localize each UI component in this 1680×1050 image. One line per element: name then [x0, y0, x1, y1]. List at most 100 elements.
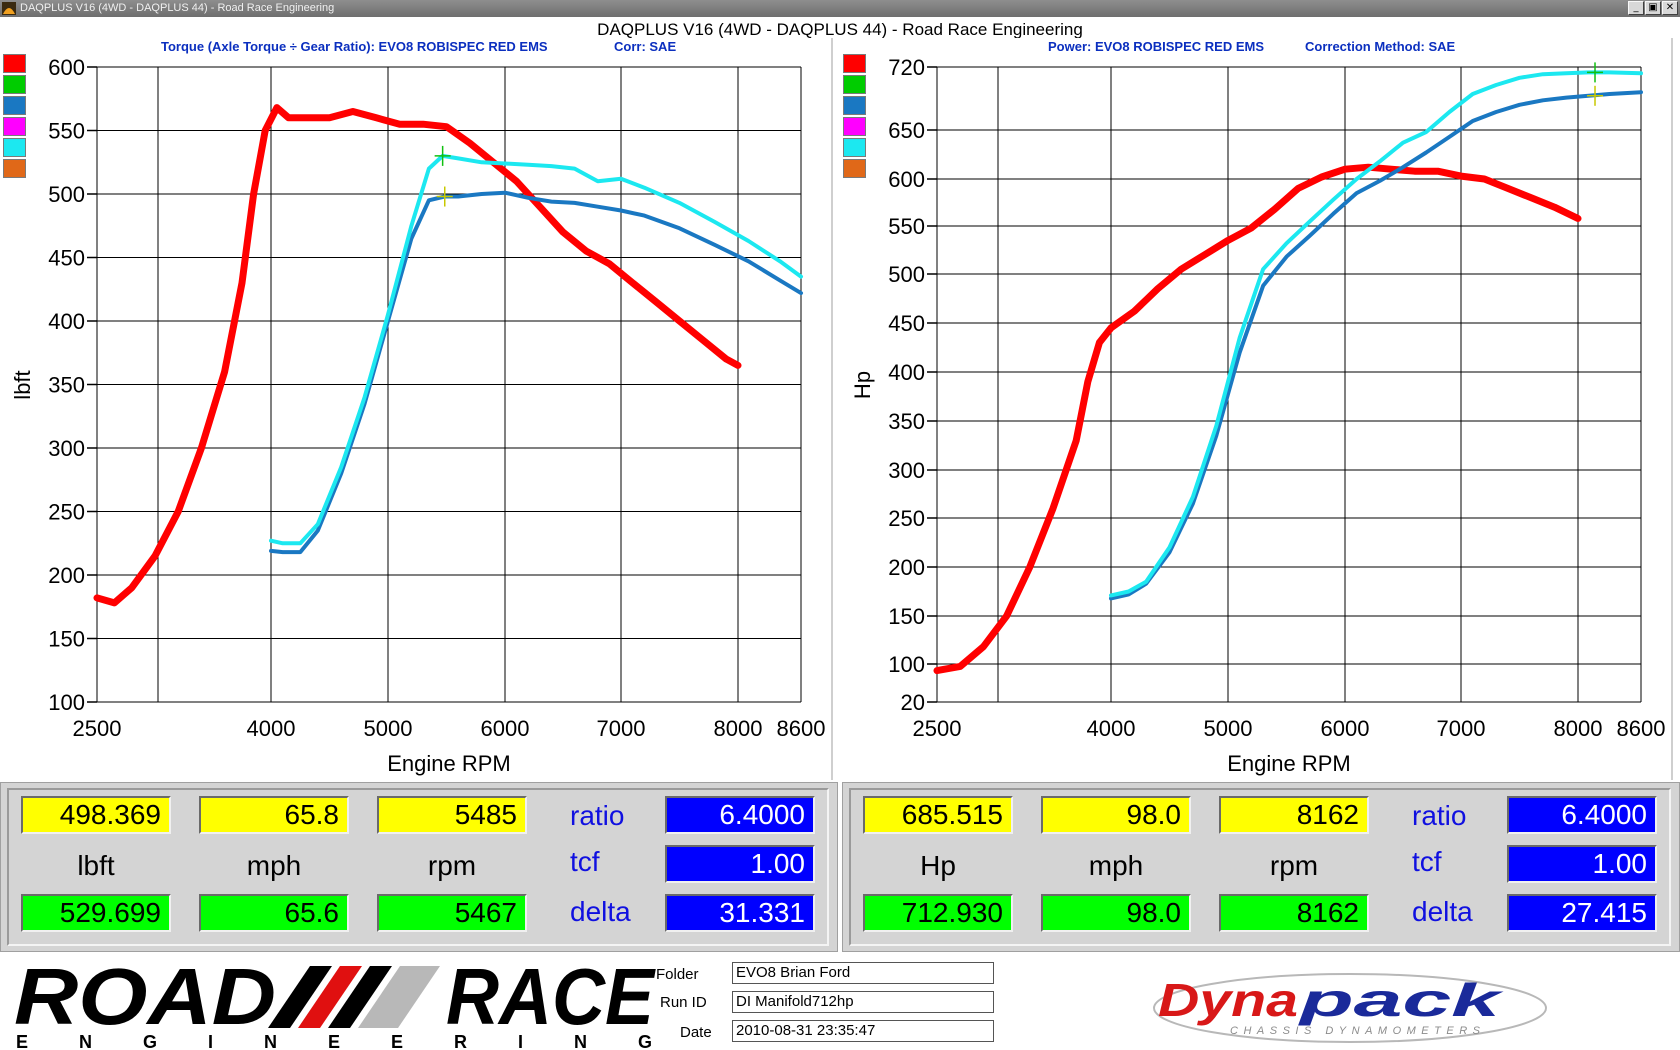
power-cursor-value: 685.515: [863, 796, 1013, 834]
svg-text:Dyna: Dyna: [1158, 974, 1298, 1026]
mph-unit-label: mph: [246, 850, 302, 881]
road-race-engineering-logo: ROAD RACE ENGINEERING: [14, 958, 656, 1050]
runid-label: Run ID: [660, 994, 707, 1011]
y-tick-label: 300: [888, 458, 925, 483]
y-tick-label: 100: [888, 652, 925, 677]
series-line-red: [933, 163, 1582, 675]
power-peak-rpm: 8162: [1219, 894, 1369, 932]
power-tcf-value: 1.00: [1507, 845, 1657, 883]
power-header-correction: Correction Method: SAE: [1305, 39, 1456, 54]
x-axis-title: Engine RPM: [1227, 751, 1351, 776]
titlebar: DAQPLUS V16 (4WD - DAQPLUS 44) - Road Ra…: [0, 0, 1680, 17]
series-swatch-blue[interactable]: [3, 96, 26, 115]
power-readout-panel: 685.515 98.0 8162 Hp mph rpm 712.930 98.…: [842, 782, 1680, 952]
x-tick-label: 8000: [1554, 716, 1603, 741]
y-tick-label: 150: [48, 627, 85, 652]
torque-readout-panel: 498.369 65.8 5485 lbft mph rpm 529.699 6…: [0, 782, 838, 952]
power-cursor-rpm: 8162: [1219, 796, 1369, 834]
x-tick-label: 6000: [481, 716, 530, 741]
power-peak-mph: 98.0: [1041, 894, 1191, 932]
x-axis-title: Engine RPM: [387, 751, 511, 776]
y-tick-label: 100: [48, 690, 85, 715]
series-line-blue: [269, 190, 803, 555]
torque-tcf-value: 1.00: [665, 845, 815, 883]
runid-field[interactable]: DI Manifold712hp: [732, 991, 994, 1013]
series-swatch-cyan[interactable]: [3, 138, 26, 157]
series-line-blue: [1109, 90, 1643, 601]
torque-cursor-rpm: 5485: [377, 796, 527, 834]
y-tick-label: 400: [48, 309, 85, 334]
folder-label: Folder: [656, 966, 699, 983]
x-tick-label: 4000: [1087, 716, 1136, 741]
series-line-red: [93, 104, 742, 607]
series-line-cyan: [269, 153, 803, 546]
series-swatch-green[interactable]: [843, 75, 866, 94]
x-tick-label: 7000: [597, 716, 646, 741]
y-tick-label: 400: [888, 360, 925, 385]
chart-grid: [96, 66, 802, 703]
y-tick-label: 600: [48, 55, 85, 80]
series-swatch-cyan[interactable]: [843, 138, 866, 157]
y-tick-label: 250: [48, 500, 85, 525]
ratio-label: ratio: [570, 800, 625, 831]
series-swatch-orange[interactable]: [3, 159, 26, 178]
y-tick-label: 150: [888, 604, 925, 629]
x-tick-label: 7000: [1437, 716, 1486, 741]
y-tick-label: 550: [48, 119, 85, 144]
series-swatch-magenta[interactable]: [843, 117, 866, 136]
delta-label: delta: [570, 896, 631, 927]
date-label: Date: [680, 1024, 712, 1041]
series-swatch-red[interactable]: [3, 54, 26, 73]
x-tick-label: 8000: [714, 716, 763, 741]
series-swatch-blue[interactable]: [843, 96, 866, 115]
app-icon: [2, 2, 16, 15]
series-swatch-magenta[interactable]: [3, 117, 26, 136]
torque-cursor-mph: 65.8: [199, 796, 349, 834]
torque-unit-label: lbft: [77, 850, 115, 881]
folder-field[interactable]: EVO8 Brian Ford: [732, 962, 994, 984]
x-tick-label: 6000: [1321, 716, 1370, 741]
dynapack-logo: Dyna pack CHASSIS DYNAMOMETERS: [1153, 973, 1547, 1043]
power-peak-value: 712.930: [863, 894, 1013, 932]
footer: ROAD RACE ENGINEERING Folder Run ID Date…: [0, 954, 1680, 1050]
series-swatch-orange[interactable]: [843, 159, 866, 178]
series-swatch-green[interactable]: [3, 75, 26, 94]
y-tick-label: 250: [888, 506, 925, 531]
close-button[interactable]: ✕: [1662, 1, 1678, 15]
x-tick-label: 4000: [247, 716, 296, 741]
mph-unit-label: mph: [1088, 850, 1144, 881]
svg-text:CHASSIS DYNAMOMETERS: CHASSIS DYNAMOMETERS: [1230, 1025, 1481, 1037]
power-ratio-value: 6.4000: [1507, 796, 1657, 834]
y-tick-label: 450: [48, 246, 85, 271]
torque-peak-value: 529.699: [21, 894, 171, 932]
svg-text:ROAD: ROAD: [14, 958, 276, 1041]
series-swatch-red[interactable]: [843, 54, 866, 73]
svg-text:pack: pack: [1296, 974, 1504, 1026]
y-tick-label: 550: [888, 214, 925, 239]
torque-ratio-value: 6.4000: [665, 796, 815, 834]
torque-graph-panel: Torque (Axle Torque ÷ Gear Ratio): EVO8 …: [0, 38, 833, 780]
maximize-button[interactable]: ▣: [1645, 1, 1661, 15]
y-tick-label: 350: [888, 409, 925, 434]
x-tick-label: 8600: [777, 716, 826, 741]
power-delta-value: 27.415: [1507, 894, 1657, 932]
minimize-button[interactable]: _: [1628, 1, 1644, 15]
power-chart[interactable]: 720 650 600 550 500 450 400 350 300 250 200 150 100 2…: [840, 38, 1673, 780]
tcf-label: tcf: [1412, 846, 1442, 877]
ratio-label: ratio: [1412, 800, 1467, 831]
torque-peak-rpm: 5467: [377, 894, 527, 932]
rpm-unit-label: rpm: [427, 850, 477, 881]
power-unit-label: Hp: [920, 850, 956, 881]
y-tick-label: 650: [888, 118, 925, 143]
power-header-title: Power: EVO8 ROBISPEC RED EMS: [1048, 39, 1264, 54]
date-field[interactable]: 2010-08-31 23:35:47: [732, 1020, 994, 1042]
y-tick-label: 500: [888, 262, 925, 287]
torque-peak-mph: 65.6: [199, 894, 349, 932]
tcf-label: tcf: [570, 846, 600, 877]
y-tick-label: 200: [888, 555, 925, 580]
torque-header-title: Torque (Axle Torque ÷ Gear Ratio): EVO8 …: [161, 39, 548, 54]
y-axis-title: lbft: [10, 370, 35, 399]
delta-label: delta: [1412, 896, 1473, 927]
y-tick-label: 500: [48, 182, 85, 207]
